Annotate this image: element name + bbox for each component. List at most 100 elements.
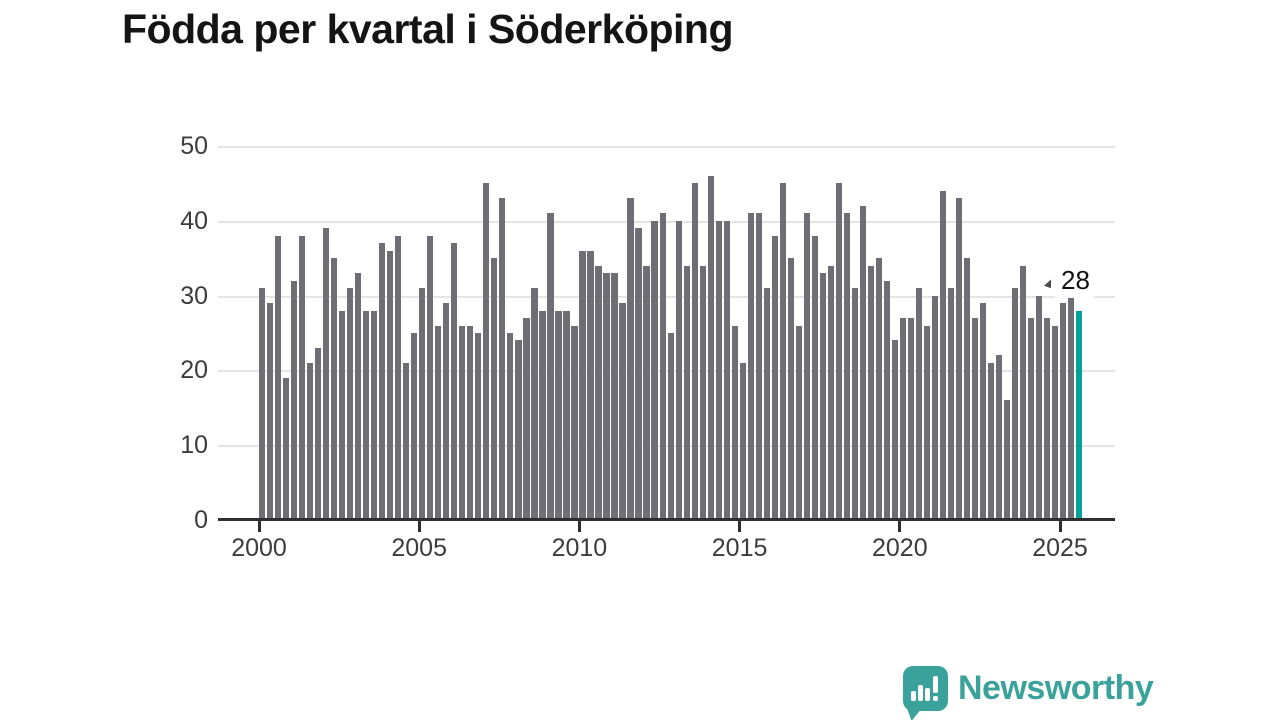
bar <box>1068 295 1075 520</box>
bar <box>1043 318 1051 520</box>
bar <box>715 220 722 520</box>
y-axis-label: 20 <box>180 356 208 385</box>
bar <box>667 333 674 520</box>
bar <box>339 310 346 520</box>
x-axis-label: 2005 <box>391 534 447 562</box>
bar <box>563 310 570 520</box>
bar <box>643 265 650 520</box>
bar <box>763 288 770 520</box>
gridline <box>218 146 1115 148</box>
chart-title: Födda per kvartal i Söderköping <box>122 6 734 52</box>
x-axis-label: 2020 <box>871 534 928 562</box>
x-axis-tick <box>1058 521 1062 532</box>
speech-bubble-tail <box>907 708 922 720</box>
latest-value-label: 28 <box>1051 265 1098 298</box>
gridline <box>218 445 1115 448</box>
bar <box>931 295 939 520</box>
bar <box>275 235 282 520</box>
bar <box>547 213 554 520</box>
x-axis-label: 2010 <box>551 534 608 562</box>
bar <box>635 228 642 520</box>
logo-exclamation-icon <box>933 676 938 693</box>
bar <box>851 288 858 520</box>
bar <box>779 183 786 520</box>
bar <box>467 325 474 520</box>
bar <box>659 213 666 520</box>
bar <box>755 213 762 520</box>
y-axis-label: 40 <box>180 206 208 235</box>
bar <box>683 265 690 520</box>
bar <box>827 265 834 520</box>
bar <box>699 265 706 520</box>
bar <box>867 265 874 520</box>
newsworthy-logo-icon <box>903 666 948 720</box>
bar <box>611 273 618 520</box>
bar <box>1060 303 1067 520</box>
bar <box>995 355 1003 520</box>
bar <box>571 325 578 520</box>
bar <box>899 318 906 520</box>
bar <box>819 273 826 520</box>
bar <box>315 347 322 520</box>
x-axis-tick <box>417 521 421 532</box>
bar <box>675 220 682 520</box>
bar <box>939 190 947 520</box>
bar <box>811 235 818 520</box>
bar <box>395 235 402 520</box>
bar <box>691 183 698 520</box>
logo-bar-icon <box>925 688 930 701</box>
bar <box>731 325 738 520</box>
bar <box>595 265 602 520</box>
bar <box>1027 318 1035 520</box>
bar <box>651 220 658 520</box>
bar <box>499 198 506 520</box>
bar <box>387 250 394 520</box>
gridline <box>218 220 1115 223</box>
bar <box>1011 288 1019 520</box>
bar <box>1035 295 1043 520</box>
x-axis-tick <box>577 521 581 532</box>
bar <box>803 213 810 520</box>
bar <box>267 303 274 520</box>
bar <box>283 377 290 520</box>
bar <box>859 205 866 520</box>
bar <box>427 235 434 520</box>
bar <box>1019 265 1027 520</box>
bar <box>363 310 370 520</box>
bar <box>875 258 882 520</box>
bar <box>347 288 354 520</box>
bar <box>603 273 610 520</box>
bar <box>379 243 386 520</box>
x-axis-tick <box>738 521 742 532</box>
newsworthy-branding: Newsworthy <box>903 666 1154 720</box>
bar <box>971 318 979 520</box>
logo-bar-icon <box>918 685 923 701</box>
bar <box>515 340 522 520</box>
plot-area: 28 0 10 20 30 40 50 2000 2005 2010 2015 2020 2025 <box>180 133 1115 562</box>
x-axis-label: 2000 <box>231 534 287 562</box>
bar <box>411 333 418 520</box>
bar <box>627 198 634 520</box>
bar <box>307 362 314 520</box>
bar <box>707 175 714 520</box>
x-axis-line <box>218 518 1115 521</box>
bar <box>443 303 450 520</box>
x-axis-tick <box>898 521 902 532</box>
bar <box>747 213 754 520</box>
bar <box>835 183 842 520</box>
x-axis-label: 2025 <box>1032 534 1088 562</box>
bar <box>451 243 458 520</box>
logo-exclamation-dot-icon <box>933 696 938 701</box>
bar <box>739 362 746 520</box>
bar <box>787 258 794 520</box>
bar <box>483 183 490 520</box>
y-axis-label: 30 <box>180 281 208 310</box>
bar <box>323 228 330 520</box>
bar <box>435 325 442 520</box>
bar <box>979 303 987 520</box>
bar <box>771 235 778 520</box>
bar <box>619 303 626 520</box>
bar <box>403 362 410 520</box>
bar <box>1051 325 1059 520</box>
